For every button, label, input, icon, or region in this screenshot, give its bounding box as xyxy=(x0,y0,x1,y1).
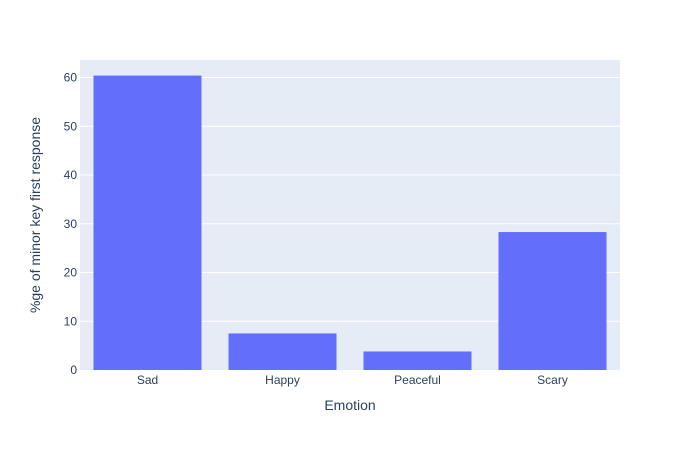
bar-scary[interactable] xyxy=(498,232,607,370)
y-tick-label: 30 xyxy=(64,217,78,231)
y-tick-label: 40 xyxy=(64,168,78,182)
bars xyxy=(93,75,607,371)
x-tick-label: Peaceful xyxy=(394,373,441,387)
x-tick-label: Sad xyxy=(137,373,158,387)
y-tick-label: 10 xyxy=(64,314,78,328)
bar-happy[interactable] xyxy=(228,333,337,370)
y-axis-title: %ge of minor key first response xyxy=(27,117,43,313)
x-axis-title: Emotion xyxy=(324,397,375,413)
y-tick-label: 0 xyxy=(70,363,77,377)
y-tick-label: 20 xyxy=(64,266,78,280)
y-axis-ticks: 0 10 20 30 40 50 60 xyxy=(64,71,78,377)
bar-peaceful[interactable] xyxy=(363,351,472,370)
x-axis-ticks: Sad Happy Peaceful Scary xyxy=(137,373,568,387)
x-tick-label: Happy xyxy=(265,373,300,387)
y-tick-label: 60 xyxy=(64,71,78,85)
bar-sad[interactable] xyxy=(93,75,202,371)
y-tick-label: 50 xyxy=(64,119,78,133)
x-tick-label: Scary xyxy=(537,373,568,387)
